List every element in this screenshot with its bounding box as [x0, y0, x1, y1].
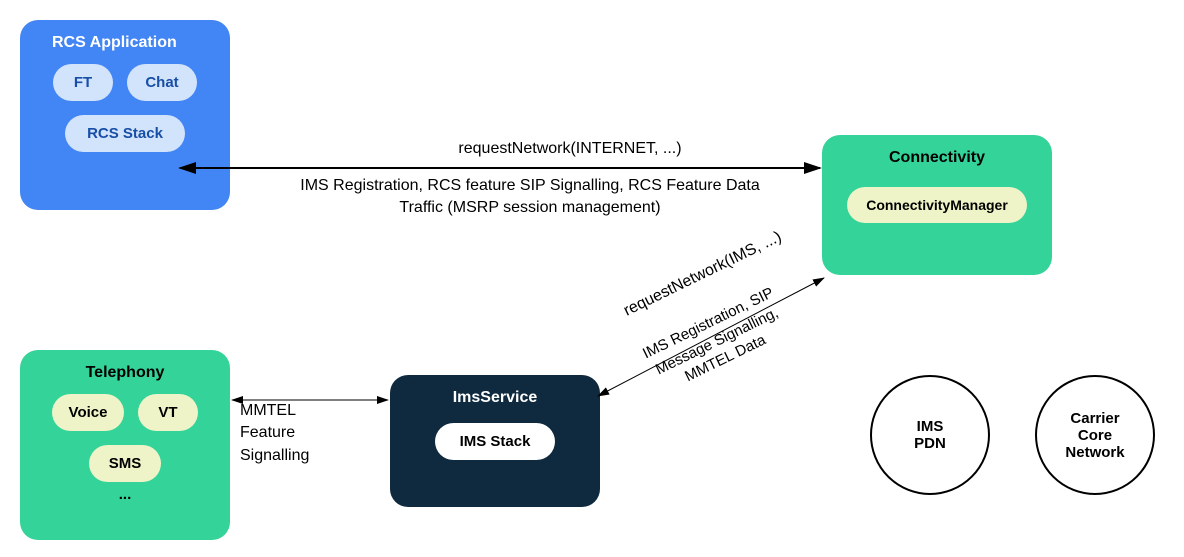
carrier-core-line3: Network — [1065, 444, 1124, 461]
telephony-title: Telephony — [36, 364, 214, 382]
carrier-core-line2: Core — [1078, 427, 1112, 444]
rcs-conn-top-label: requestNetwork(INTERNET, ...) — [370, 140, 770, 158]
tel-ims-label-l2: Feature — [240, 424, 295, 441]
ims-service-box: ImsService IMS Stack — [390, 375, 600, 507]
rcs-conn-bottom-label: IMS Registration, RCS feature SIP Signal… — [250, 175, 810, 218]
ims-pdn-line1: IMS — [917, 418, 944, 435]
carrier-core-circle: Carrier Core Network — [1035, 375, 1155, 495]
rcs-application-box: RCS Application FT Chat RCS Stack — [20, 20, 230, 210]
voice-pill: Voice — [52, 394, 124, 431]
rcs-conn-bottom-label-l1: IMS Registration, RCS feature SIP Signal… — [300, 177, 759, 194]
ims-pdn-line2: PDN — [914, 435, 946, 452]
ims-pdn-circle: IMS PDN — [870, 375, 990, 495]
telephony-box: Telephony Voice VT SMS ... — [20, 350, 230, 540]
rcs-conn-bottom-label-l2: Traffic (MSRP session management) — [399, 199, 660, 216]
ims-conn-bottom-label: IMS Registration, SIP Message Signalling… — [605, 267, 828, 416]
tel-ims-label-l1: MMTEL — [240, 402, 296, 419]
chat-pill: Chat — [127, 64, 197, 101]
ft-pill: FT — [53, 64, 113, 101]
rcs-pill-row-1: FT Chat — [36, 64, 214, 101]
telephony-pill-row-2: SMS — [36, 445, 214, 482]
ims-stack-pill: IMS Stack — [435, 423, 555, 460]
connectivity-title: Connectivity — [838, 149, 1036, 167]
rcs-stack-pill: RCS Stack — [65, 115, 185, 152]
connectivity-manager-pill: ConnectivityManager — [847, 187, 1027, 223]
rcs-pill-row-2: RCS Stack — [36, 115, 214, 152]
tel-ims-label-l3: Signalling — [240, 447, 309, 464]
carrier-core-line1: Carrier — [1070, 410, 1119, 427]
ims-service-title: ImsService — [406, 389, 584, 407]
connectivity-box: Connectivity ConnectivityManager — [822, 135, 1052, 275]
telephony-pill-row-1: Voice VT — [36, 394, 214, 431]
tel-ims-label: MMTEL Feature Signalling — [240, 400, 340, 467]
vt-pill: VT — [138, 394, 198, 431]
telephony-ellipsis: ... — [36, 486, 214, 503]
connectivity-pill-row: ConnectivityManager — [838, 187, 1036, 223]
sms-pill: SMS — [89, 445, 161, 482]
ims-service-pill-row: IMS Stack — [406, 423, 584, 460]
rcs-application-title: RCS Application — [36, 34, 214, 52]
